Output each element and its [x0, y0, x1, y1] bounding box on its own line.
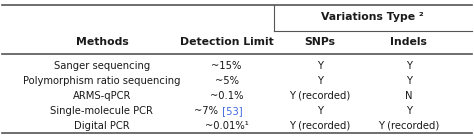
- Text: N: N: [405, 91, 412, 101]
- Text: Y: Y: [406, 106, 411, 116]
- Text: Y (recorded): Y (recorded): [289, 121, 351, 131]
- Text: ~0.01%¹: ~0.01%¹: [205, 121, 248, 131]
- Text: Y (recorded): Y (recorded): [378, 121, 439, 131]
- Text: Detection Limit: Detection Limit: [180, 37, 273, 47]
- Text: Y: Y: [317, 61, 323, 71]
- Text: Indels: Indels: [390, 37, 427, 47]
- Text: Y: Y: [317, 76, 323, 86]
- Text: Polymorphism ratio sequencing: Polymorphism ratio sequencing: [23, 76, 181, 86]
- Text: [53]: [53]: [219, 106, 242, 116]
- Text: Digital PCR: Digital PCR: [74, 121, 130, 131]
- Text: ~0.1%: ~0.1%: [210, 91, 243, 101]
- Text: Variations Type ²: Variations Type ²: [321, 12, 424, 22]
- Text: Y: Y: [317, 106, 323, 116]
- Text: ARMS-qPCR: ARMS-qPCR: [73, 91, 131, 101]
- Text: Y (recorded): Y (recorded): [289, 91, 351, 101]
- Text: ~7%: ~7%: [194, 106, 218, 116]
- Text: SNPs: SNPs: [304, 37, 336, 47]
- Text: Y: Y: [406, 61, 411, 71]
- Text: ~15%: ~15%: [211, 61, 242, 71]
- Text: ~5%: ~5%: [215, 76, 238, 86]
- Text: Single-molecule PCR: Single-molecule PCR: [50, 106, 154, 116]
- Text: Sanger sequencing: Sanger sequencing: [54, 61, 150, 71]
- Text: Y: Y: [406, 76, 411, 86]
- Text: Methods: Methods: [75, 37, 128, 47]
